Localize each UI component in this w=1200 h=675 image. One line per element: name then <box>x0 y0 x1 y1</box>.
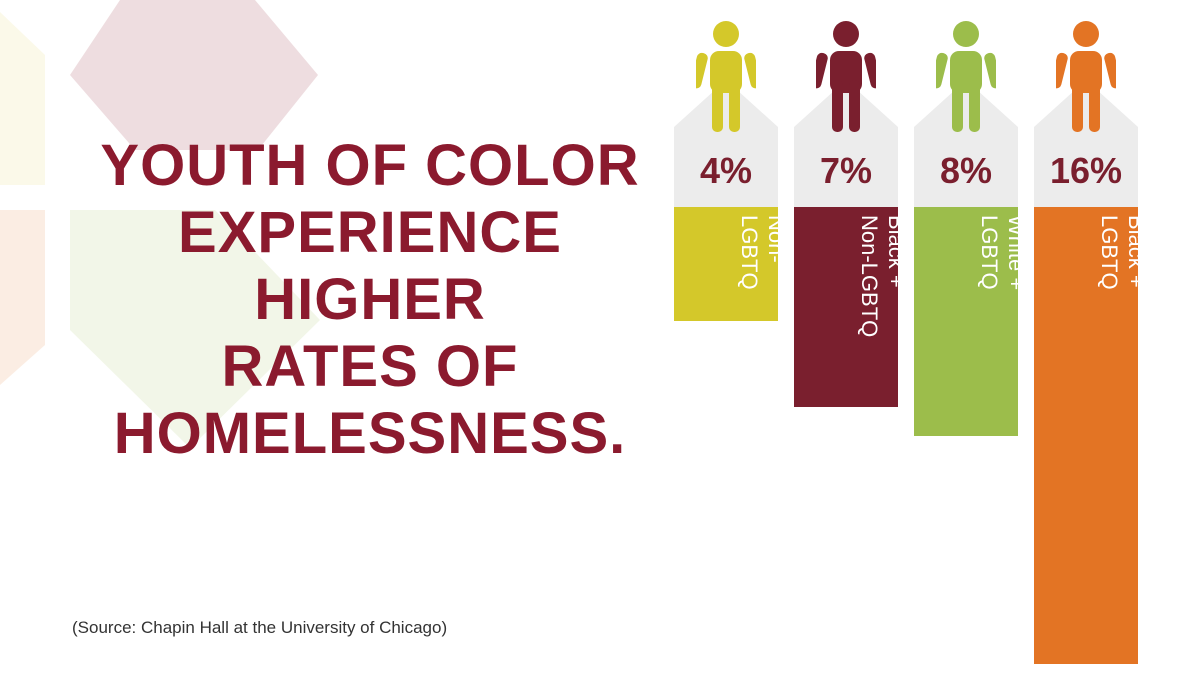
headline-line: YOUTH OF COLOR <box>100 133 640 198</box>
value-label-box <box>1034 80 1138 207</box>
source-note: (Source: Chapin Hall at the University o… <box>72 618 448 637</box>
decor-shape-yellow <box>0 12 45 185</box>
bar: White + LGBTQ <box>914 207 1018 436</box>
headline-line: HIGHER <box>254 267 486 332</box>
value-label: 16% <box>1049 150 1123 191</box>
person-icon <box>1056 21 1116 132</box>
headline-line: EXPERIENCE <box>178 200 562 265</box>
headline: YOUTH OF COLOR EXPERIENCE HIGHER RATES O… <box>40 132 700 467</box>
bar: White + Non- LGBTQ <box>674 207 778 321</box>
value-label-box <box>794 80 898 207</box>
background-decoration <box>0 0 320 448</box>
headline-line: RATES OF <box>221 334 519 399</box>
category-label: White + LGBTQ <box>977 215 1018 291</box>
bar: Black + LGBTQ <box>1034 207 1138 664</box>
value-label-box <box>914 80 1018 207</box>
category-label: Black + LGBTQ <box>1097 215 1138 290</box>
value-label-box <box>674 80 778 207</box>
headline-line: HOMELESSNESS. <box>113 401 627 466</box>
decor-shape-maroon <box>70 0 318 150</box>
person-icon <box>816 21 876 132</box>
category-label: White + Non- LGBTQ <box>737 215 778 290</box>
decor-shape-orange <box>0 210 45 385</box>
value-label: 7% <box>819 150 873 191</box>
bar: Black + Non-LGBTQ <box>794 207 898 407</box>
decor-shape-green <box>70 210 320 448</box>
person-icon <box>936 21 996 132</box>
value-label: 4% <box>699 150 753 191</box>
value-label: 8% <box>939 150 993 191</box>
category-label: Black + Non-LGBTQ <box>857 215 898 338</box>
person-icon <box>696 21 756 132</box>
